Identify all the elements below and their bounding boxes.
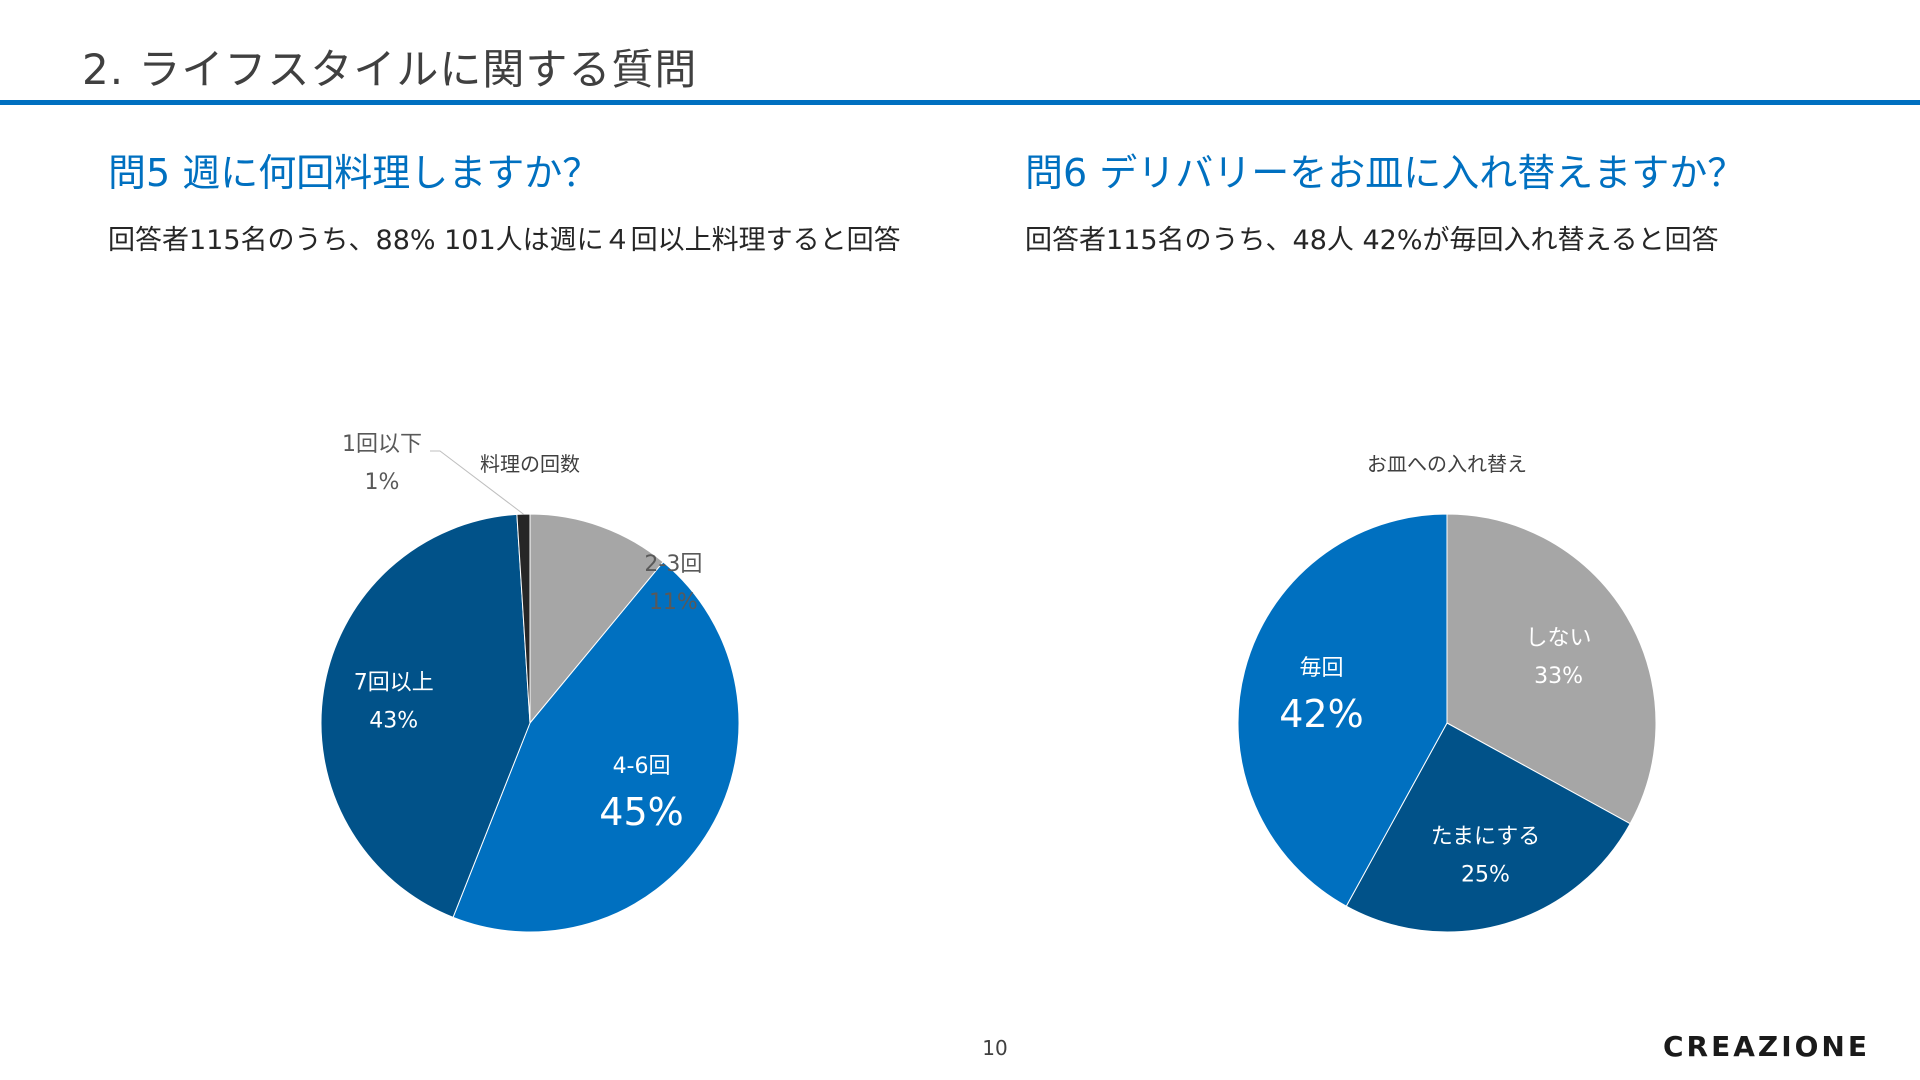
slice-label: たまにする (1431, 824, 1541, 849)
slice-value-label: 42% (1279, 692, 1363, 736)
pie-slice-7-2 (320, 513, 531, 918)
slice-label: 4-6回 (613, 754, 671, 779)
slice-value-label: 43% (369, 708, 418, 733)
q5-title: 問5 週に何回料理しますか？ (108, 151, 601, 195)
pie-slice-4-6-1 (452, 561, 740, 933)
slice-label: 毎回 (1299, 656, 1343, 681)
slice-label: しない (1526, 626, 1592, 651)
slice-value-label: 45% (599, 790, 683, 834)
q6-title: 問6 デリバリーをお皿に入れ替えますか？ (1025, 151, 1746, 195)
slice-label: 7回以上 (354, 670, 434, 695)
slice-value-label: 1% (365, 470, 400, 495)
pie-slice-slice-0 (1446, 513, 1657, 825)
cooking-frequency-pie-chart: 料理の回数 2-3回 11% 4-6回 45% 7回以上 43% 1回以下 1% (180, 420, 880, 960)
brand-logo: CREAZIONE (1663, 1030, 1870, 1063)
slice-value-label: 11% (649, 590, 698, 615)
pie-slice-2-3-0 (529, 513, 664, 725)
slice-value-label: 25% (1461, 862, 1510, 887)
title-divider (0, 100, 1920, 105)
q5-summary: 回答者115名のうち、88% 101人は週に４回以上料理すると回答 (108, 225, 901, 256)
q6-summary: 回答者115名のうち、48人 42%が毎回入れ替えると回答 (1025, 225, 1719, 256)
page-number: 10 (982, 1036, 1008, 1060)
chart-title: お皿への入れ替え (1367, 452, 1527, 476)
plate-transfer-pie-chart: お皿への入れ替えしない 33% たまにする 25% 毎回 42% (1098, 420, 1798, 960)
leader-line (430, 450, 524, 515)
slice-label: 2-3回 (644, 552, 702, 577)
slice-value-label: 33% (1534, 664, 1583, 689)
pie-slice-slice-2 (1237, 513, 1448, 907)
chart-title: 料理の回数 (480, 452, 580, 476)
slice-label: 1回以下 (342, 432, 422, 457)
pie-slice-1-3 (516, 513, 531, 724)
slide-title: 2. ライフスタイルに関する質問 (82, 45, 698, 94)
pie-slice-slice-1 (1345, 722, 1631, 933)
